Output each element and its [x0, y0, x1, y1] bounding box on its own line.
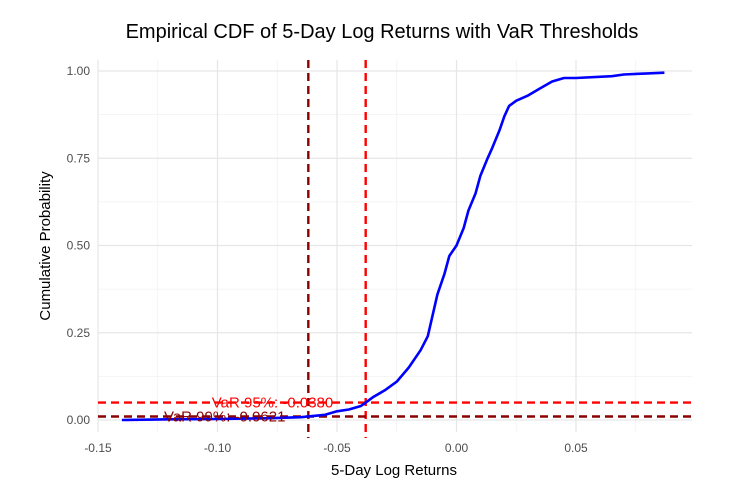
y-axis-title: Cumulative Probability: [37, 171, 54, 321]
var-annotation: VaR 99%: -0.0621: [164, 409, 285, 426]
ecdf-line: [121, 71, 665, 422]
chart-title: Empirical CDF of 5-Day Log Returns with …: [126, 21, 639, 43]
y-tick-label: 1.00: [67, 64, 91, 78]
y-tick-label: 0.00: [67, 413, 91, 427]
tick-labels: -0.15 -0.10 -0.05 0.00 0.05 0.00 0.25 0.50 0.75 1…: [67, 64, 588, 455]
x-tick-label: -0.05: [323, 441, 351, 455]
x-tick-label: 0.00: [445, 441, 469, 455]
y-tick-label: 0.25: [67, 326, 91, 340]
x-tick-label: -0.10: [204, 441, 232, 455]
x-axis-title: 5-Day Log Returns: [331, 462, 457, 479]
series-layer: [121, 71, 665, 422]
x-tick-label: 0.05: [564, 441, 588, 455]
y-tick-label: 0.75: [67, 151, 91, 165]
var-annotation: VaR 95%: -0.0380: [212, 395, 333, 412]
y-tick-label: 0.50: [67, 239, 91, 253]
grid: [97, 60, 692, 432]
reference-lines: [98, 60, 692, 438]
x-tick-label: -0.15: [84, 441, 112, 455]
